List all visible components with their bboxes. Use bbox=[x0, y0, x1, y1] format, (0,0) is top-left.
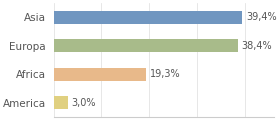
Bar bbox=[53, 39, 237, 52]
Bar bbox=[53, 68, 146, 81]
Bar bbox=[53, 11, 242, 24]
Text: 39,4%: 39,4% bbox=[246, 12, 277, 22]
Text: 38,4%: 38,4% bbox=[241, 41, 272, 51]
Bar bbox=[53, 96, 68, 109]
Text: 19,3%: 19,3% bbox=[150, 69, 181, 79]
Text: 3,0%: 3,0% bbox=[72, 98, 96, 108]
